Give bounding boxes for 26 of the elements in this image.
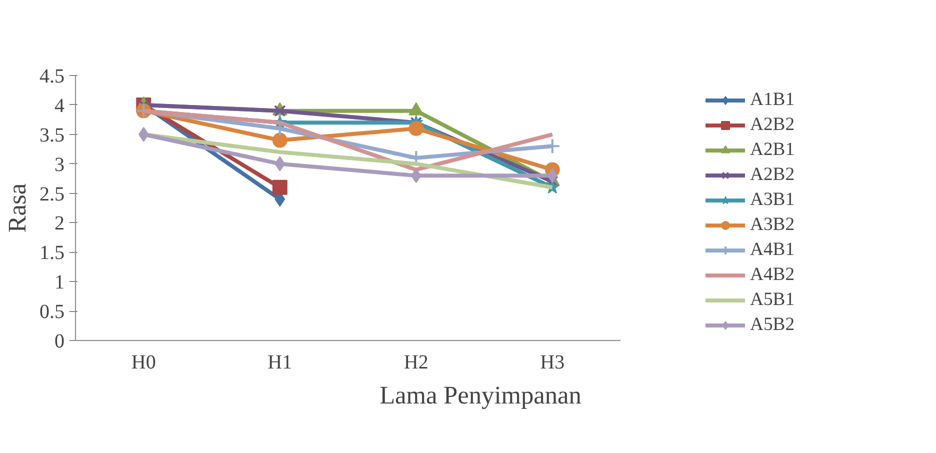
- y-tick-label: 4: [54, 94, 64, 117]
- legend-label: A2B1: [750, 139, 795, 161]
- x-tick-label: H2: [404, 352, 428, 374]
- legend-label: A1B1: [750, 89, 795, 111]
- legend-label: A4B2: [750, 264, 795, 286]
- y-tick-label: 1: [54, 272, 64, 294]
- legend-label: A3B2: [750, 214, 795, 236]
- legend-label: A3B1: [750, 189, 795, 211]
- x-tick-label: H3: [540, 352, 565, 374]
- y-tick-label: 0: [54, 330, 64, 352]
- y-tick-label: 2: [54, 212, 64, 235]
- x-axis-title: Lama Penyimpanan: [380, 382, 582, 410]
- x-tick-label: H1: [268, 352, 292, 374]
- legend-label: A5B1: [750, 289, 795, 311]
- y-axis-title: Rasa: [4, 183, 32, 233]
- y-tick-label: 4.5: [40, 66, 64, 88]
- y-tick-label: 3.5: [40, 124, 64, 146]
- x-tick-label: H0: [131, 352, 156, 374]
- y-tick-label: 2.5: [40, 183, 64, 206]
- legend-label: A5B2: [750, 314, 795, 336]
- y-tick-label: 0.5: [40, 301, 64, 324]
- legend-label: A4B1: [750, 239, 795, 261]
- legend-label: A2B2: [750, 164, 795, 186]
- legend-label: A2B2: [750, 114, 795, 136]
- y-tick-label: 1.5: [40, 242, 64, 264]
- y-tick-label: 3: [54, 154, 64, 176]
